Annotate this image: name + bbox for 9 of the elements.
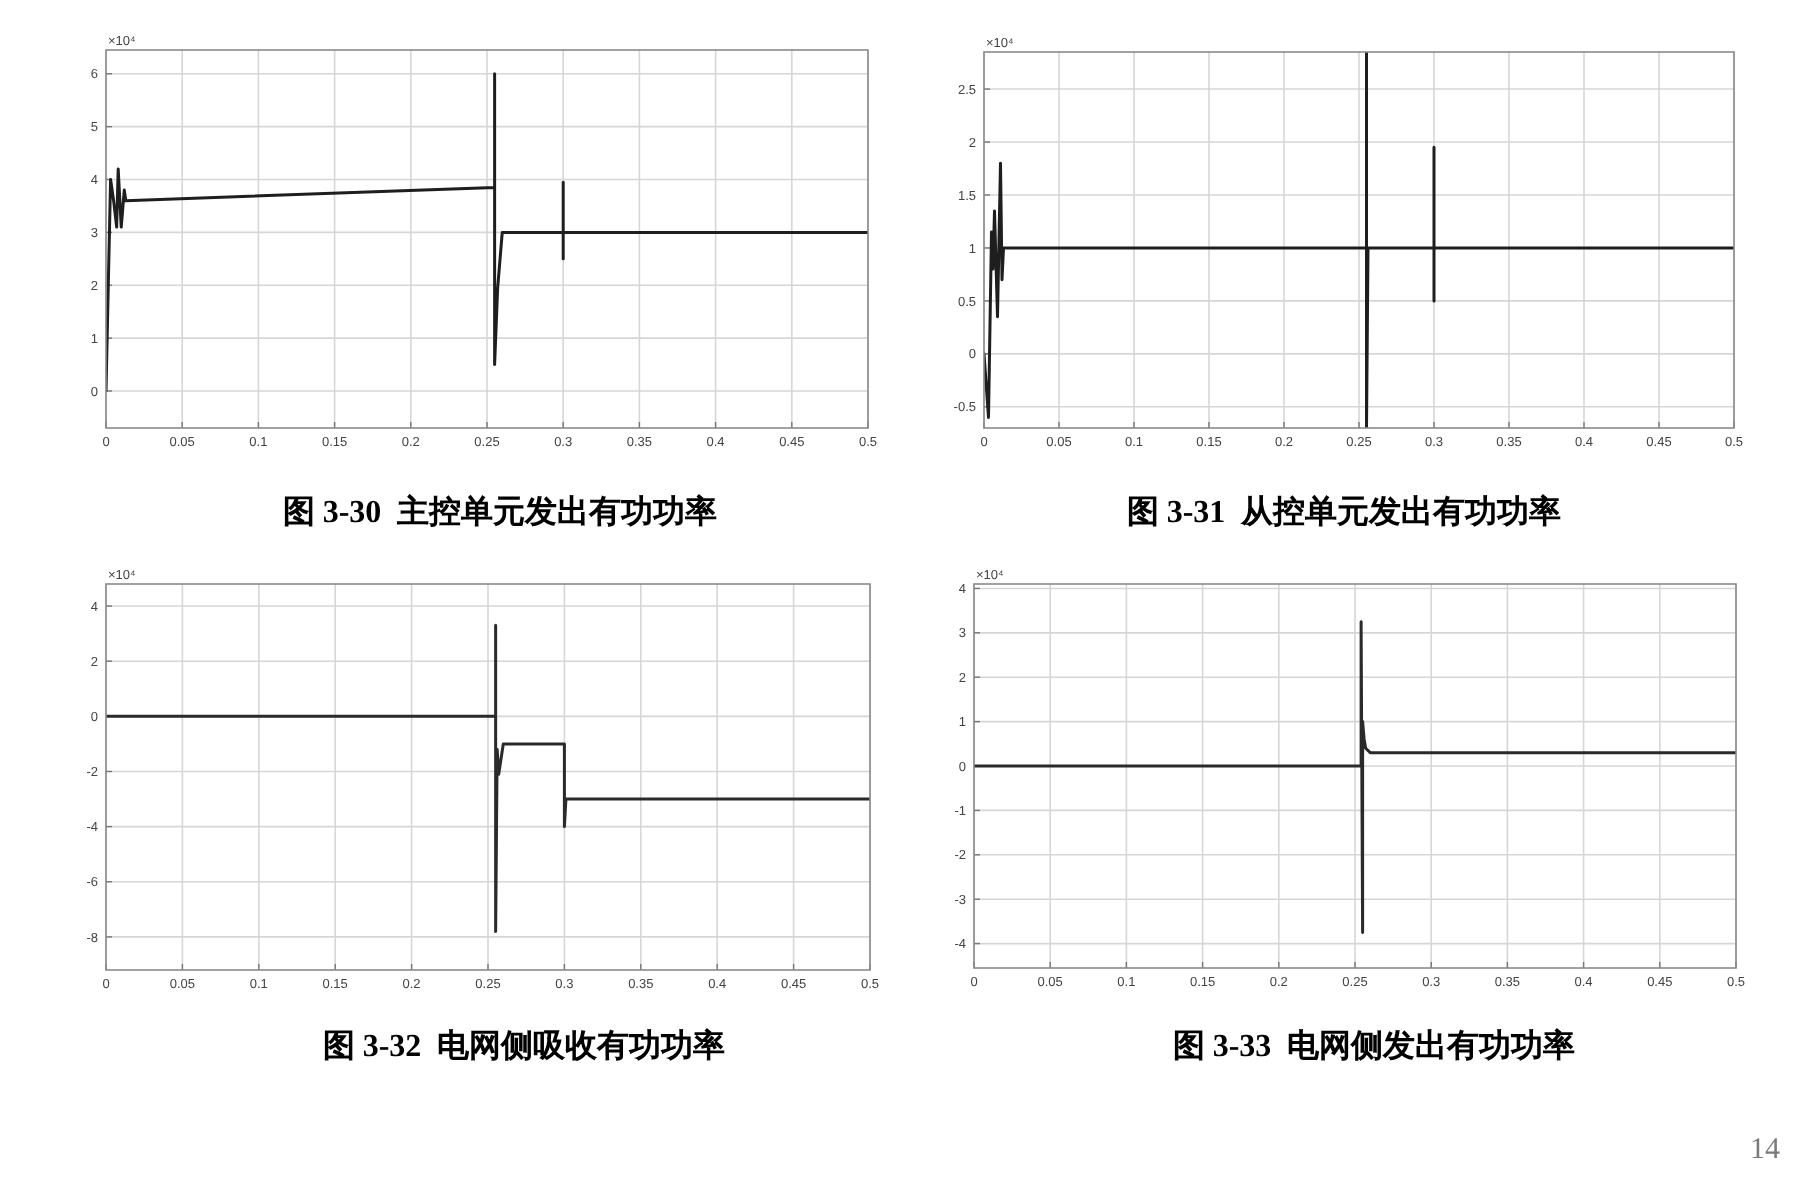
text: 图 3-33 电网侧发出有功功率 — [1172, 1026, 1576, 1064]
line-series — [984, 52, 1734, 428]
text: 14 — [1750, 1134, 1781, 1166]
line-series — [106, 623, 870, 933]
text: 图 3-32 电网侧吸收有功功率 — [322, 1026, 726, 1064]
line-series — [974, 620, 1736, 934]
text: 图 3-31 从控单元发出有功功率 — [1126, 492, 1562, 530]
line-series — [106, 72, 868, 393]
text: 图 3-30 主控单元发出有功功率 — [282, 492, 718, 530]
